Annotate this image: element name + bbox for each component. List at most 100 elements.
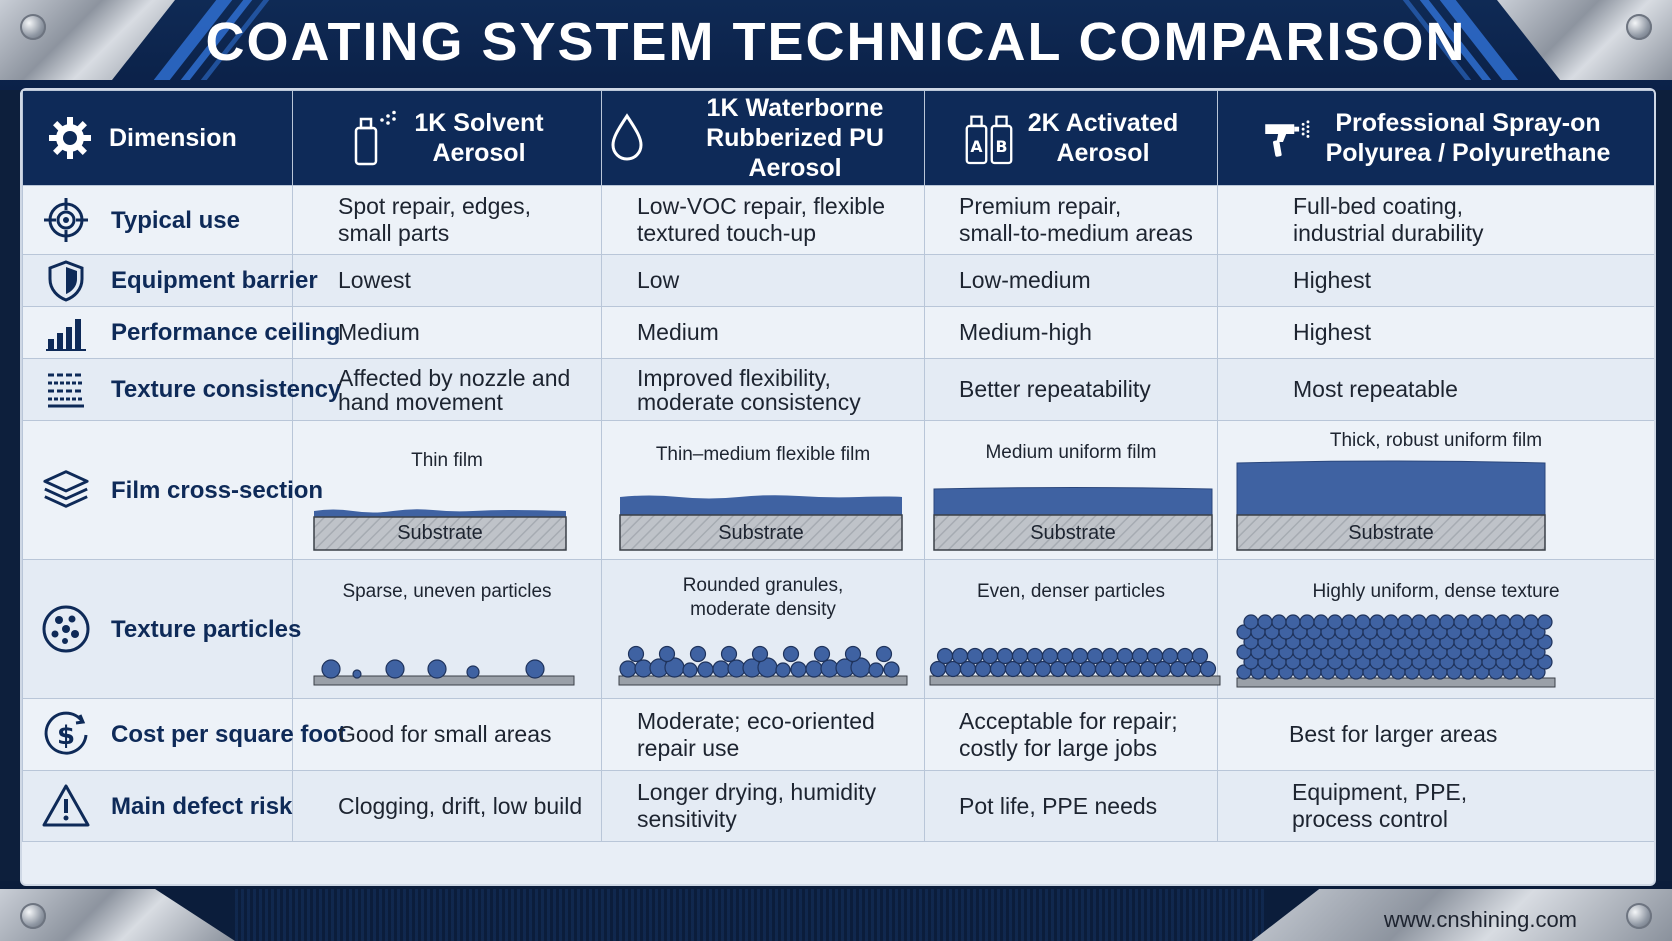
- particle: [1041, 647, 1059, 665]
- particle: [352, 669, 362, 679]
- particle-cell-1k-waterborne: Rounded granules, moderate density: [601, 559, 925, 699]
- particle: [1146, 647, 1164, 665]
- particle: [1523, 614, 1539, 630]
- row-label-cell: $ Cost per square foot: [22, 698, 346, 771]
- particle: [844, 645, 862, 663]
- substrate-label: Substrate: [397, 522, 483, 544]
- cell-text: Improved flexibility,: [637, 364, 831, 391]
- header-1k-waterborne-line1: 1K Waterborne: [706, 94, 884, 122]
- header-1k-waterborne: 1K Waterborne Rubberized PU Aerosol: [601, 90, 925, 186]
- particle: [1176, 647, 1194, 665]
- footer-grid: [235, 889, 1265, 941]
- particle: [805, 660, 823, 678]
- particle: [775, 662, 791, 678]
- table-cell: Highest: [1217, 254, 1654, 307]
- cell-text: Highest: [1293, 267, 1371, 293]
- particle-caption: Rounded granules, moderate density: [602, 574, 924, 622]
- row-label-cell: Equipment barrier: [22, 254, 318, 307]
- particle: [1355, 614, 1371, 630]
- particle: [1341, 614, 1357, 630]
- table-cell: Medium: [601, 306, 925, 359]
- cell-text: Medium: [637, 319, 719, 345]
- row-label: Typical use: [111, 206, 240, 234]
- table-cell: Spot repair, edges, small parts: [292, 185, 602, 255]
- particle: [1191, 647, 1209, 665]
- cell-text: Better repeatability: [959, 376, 1151, 402]
- table-cell: Pot life, PPE needs: [924, 770, 1218, 842]
- film-cell-1k-solvent: Thin film Substrate: [292, 420, 602, 560]
- header-1k-solvent-line1: 1K Solvent: [414, 109, 544, 137]
- header-professional-spray-line2: Polyurea / Polyurethane: [1325, 139, 1611, 167]
- table-cell: Low-VOC repair, flexible textured touch-u…: [601, 185, 925, 255]
- particle: [1199, 660, 1217, 678]
- particle: [1327, 614, 1343, 630]
- particle: [883, 661, 900, 678]
- particle: [1116, 647, 1134, 665]
- particle: [1425, 614, 1441, 630]
- table-cell: Affected by nozzle and hand movement: [292, 358, 602, 421]
- table-cell: Low: [601, 254, 925, 307]
- header-1k-solvent-line2: Aerosol: [432, 139, 526, 167]
- particle: [1299, 614, 1315, 630]
- row-film-cross-section: Film cross-section Thin film Substrate T…: [22, 420, 1654, 560]
- target-icon: [41, 195, 91, 245]
- particle: [951, 647, 969, 665]
- particle: [1467, 614, 1483, 630]
- row-label-cell: Texture consistency: [22, 358, 341, 421]
- table-cell: Good for small areas: [292, 698, 602, 771]
- table-cell: Low-medium: [924, 254, 1218, 307]
- particle: [385, 659, 405, 679]
- film-caption: Thick, robust uniform film: [1329, 430, 1543, 451]
- film-cell-2k-activated: Medium uniform film Substrate: [924, 420, 1218, 560]
- row-label: Main defect risk: [111, 792, 293, 820]
- row-label-cell: Typical use: [22, 185, 293, 255]
- table-cell: Best for larger areas: [1217, 698, 1654, 771]
- particle: [996, 647, 1014, 665]
- cell-text: Medium: [338, 319, 420, 345]
- particle: [619, 660, 637, 678]
- table-cell: Most repeatable: [1217, 358, 1654, 421]
- comparison-table-panel: Dimension 1K Solvent Aerosol 1K Waterborn…: [20, 88, 1656, 886]
- row-texture-particles: Texture particles Sparse, uneven particl…: [22, 559, 1654, 699]
- film-diagram-thin: [313, 509, 567, 551]
- table-cell: Clogging, drift, low build: [292, 770, 602, 842]
- row-cost: $ Cost per square foot Good for small ar…: [22, 698, 1654, 771]
- particle: [321, 659, 341, 679]
- cell-text: Highest: [1293, 319, 1371, 345]
- table-cell: Full-bed coating, industrial durability: [1217, 185, 1654, 255]
- page-title: COATING SYSTEM TECHNICAL COMPARISON: [205, 12, 1467, 72]
- particle: [1369, 614, 1385, 630]
- particle: [712, 660, 730, 678]
- cell-text: Lowest: [338, 267, 411, 293]
- bolt-icon: [20, 903, 46, 929]
- cell-text: Equipment, PPE,: [1292, 779, 1468, 805]
- layers-icon: [41, 465, 91, 515]
- gear-icon: [45, 113, 95, 163]
- header-2k-activated-line1: 2K Activated: [1027, 109, 1179, 137]
- spray-gun-icon: [1262, 113, 1312, 163]
- film-diagram-thin-medium: [619, 495, 903, 551]
- particle-cell-2k-activated: Even, denser particles: [924, 559, 1221, 699]
- table-cell: Longer drying, humidity sensitivity: [601, 770, 925, 842]
- particle: [720, 645, 738, 663]
- cell-text: Acceptable for repair;: [959, 707, 1178, 734]
- cell-text: moderate consistency: [637, 388, 861, 415]
- svg-text:$: $: [57, 721, 75, 751]
- bolt-icon: [1626, 14, 1652, 40]
- particle: [427, 659, 447, 679]
- particles-diagram-very-dense: [1236, 614, 1556, 688]
- header-dimension: Dimension: [22, 90, 293, 186]
- particle: [1271, 614, 1287, 630]
- dollar-icon: $: [41, 710, 91, 760]
- particle: [868, 662, 884, 678]
- cell-text: Affected by nozzle and: [338, 364, 571, 391]
- row-label: Cost per square foot: [111, 721, 346, 748]
- table-cell: Highest: [1217, 306, 1654, 359]
- particle: [1161, 647, 1179, 665]
- particle: [1026, 647, 1044, 665]
- particle: [1439, 614, 1455, 630]
- cell-text: Full-bed coating,: [1293, 193, 1464, 219]
- cell-text: Most repeatable: [1293, 376, 1458, 402]
- substrate-label: Substrate: [718, 522, 804, 544]
